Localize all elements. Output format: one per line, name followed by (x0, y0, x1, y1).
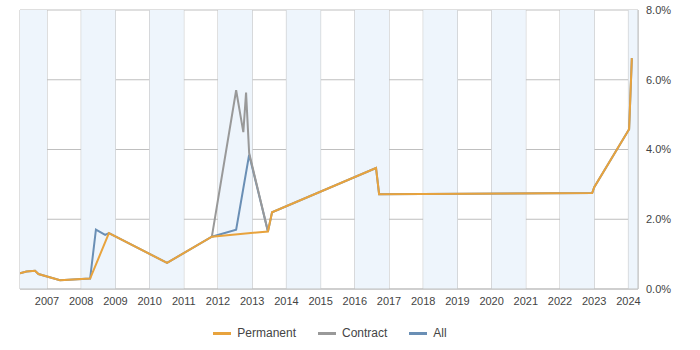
svg-text:2010: 2010 (137, 295, 161, 307)
svg-text:0.0%: 0.0% (646, 283, 671, 295)
svg-text:2007: 2007 (35, 295, 59, 307)
svg-text:2020: 2020 (479, 295, 503, 307)
svg-text:2021: 2021 (514, 295, 538, 307)
svg-text:2017: 2017 (377, 295, 401, 307)
svg-text:2.0%: 2.0% (646, 213, 671, 225)
svg-text:2013: 2013 (240, 295, 264, 307)
svg-text:2024: 2024 (616, 295, 640, 307)
svg-text:2008: 2008 (69, 295, 93, 307)
svg-text:2014: 2014 (274, 295, 298, 307)
svg-text:6.0%: 6.0% (646, 74, 671, 86)
svg-text:4.0%: 4.0% (646, 143, 671, 155)
svg-text:2011: 2011 (172, 295, 196, 307)
html-text:Permanent: Permanent (237, 326, 296, 340)
svg-text:2009: 2009 (103, 295, 127, 307)
svg-text:2019: 2019 (445, 295, 469, 307)
svg-text:2018: 2018 (411, 295, 435, 307)
html-text:All: All (433, 326, 447, 340)
svg-text:2016: 2016 (343, 295, 367, 307)
html-text:Contract: Contract (342, 326, 388, 340)
svg-text:8.0%: 8.0% (646, 4, 671, 16)
svg-text:2022: 2022 (548, 295, 572, 307)
svg-text:2012: 2012 (206, 295, 230, 307)
svg-text:2023: 2023 (582, 295, 606, 307)
svg-text:2015: 2015 (308, 295, 332, 307)
